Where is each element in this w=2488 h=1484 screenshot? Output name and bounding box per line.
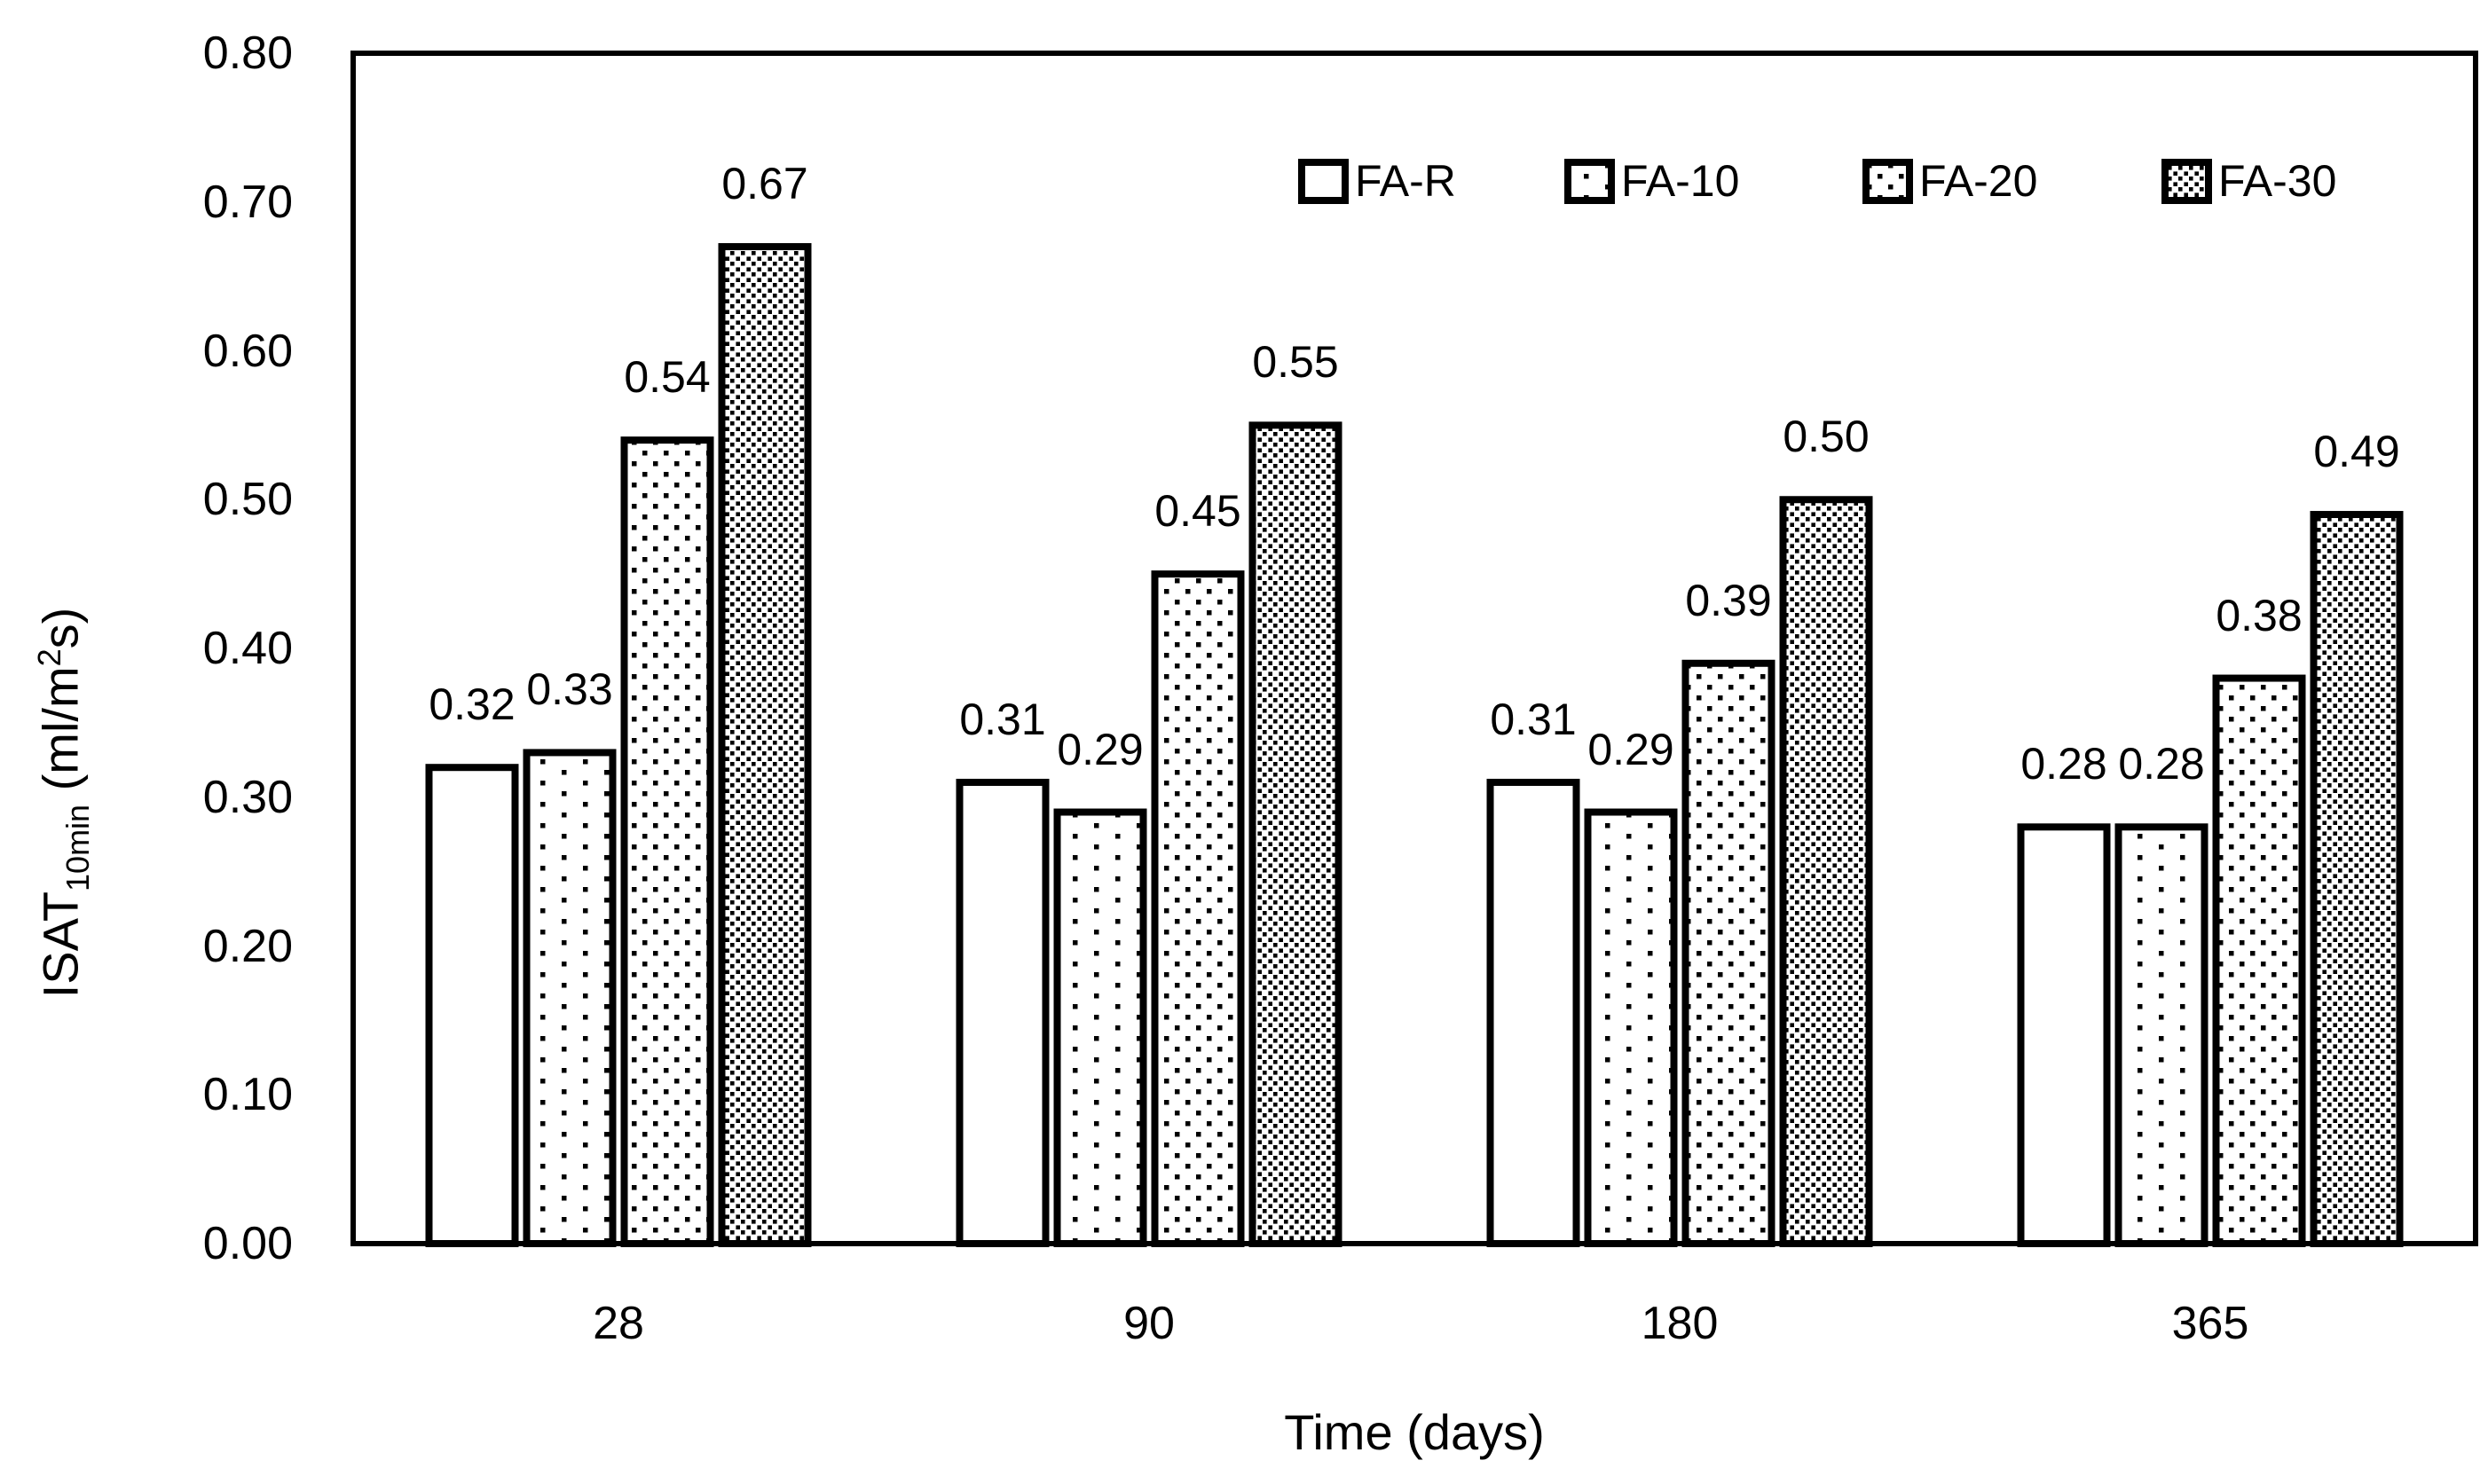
legend-label-FA-20: FA-20 <box>1919 156 2038 206</box>
bar-value-label: 0.31 <box>959 694 1046 744</box>
x-tick-label: 180 <box>1641 1298 1719 1349</box>
bar-FA-20-28 <box>620 436 714 1247</box>
bar-FA-10-180 <box>1584 808 1678 1248</box>
bar-value-label: 0.49 <box>2313 427 2400 477</box>
bar-FA-30-28 <box>718 243 812 1248</box>
legend-label-FA-R: FA-R <box>1355 156 1456 206</box>
y-tick-label: 0.50 <box>202 474 293 526</box>
x-tick-label: 90 <box>1123 1298 1175 1349</box>
x-tick-label: 28 <box>593 1298 644 1349</box>
bar-FA-R-365 <box>2017 823 2111 1247</box>
bar-value-label: 0.32 <box>429 679 516 730</box>
bar-value-label: 0.33 <box>526 664 613 715</box>
y-tick-label: 0.80 <box>202 27 293 79</box>
bar-FA-R-28 <box>425 764 519 1247</box>
bar-value-label: 0.39 <box>1685 575 1772 625</box>
legend-swatch-icon-FA-30 <box>2161 159 2212 204</box>
legend-swatch-icon-FA-10 <box>1564 159 1615 204</box>
y-tick-label: 0.00 <box>202 1218 293 1269</box>
y-tick-label: 0.30 <box>202 771 293 823</box>
x-axis-title: Time (days) <box>1284 1404 1545 1460</box>
bar-FA-10-365 <box>2114 823 2208 1247</box>
legend-label-FA-10: FA-10 <box>1621 156 1740 206</box>
bar-FA-30-365 <box>2310 511 2404 1247</box>
bar-value-label: 0.29 <box>1587 724 1674 774</box>
bar-value-label: 0.45 <box>1154 486 1241 537</box>
bar-FA-R-90 <box>956 778 1050 1247</box>
bar-value-label: 0.29 <box>1057 724 1144 774</box>
bar-FA-30-90 <box>1248 421 1342 1247</box>
bar-value-label: 0.31 <box>1490 694 1577 744</box>
y-tick-label: 0.10 <box>202 1069 293 1121</box>
bar-value-label: 0.67 <box>721 159 808 209</box>
bar-value-label: 0.55 <box>1252 337 1339 388</box>
legend-swatch-icon-FA-20 <box>1862 159 1913 204</box>
plot-border <box>350 51 2478 1246</box>
bar-FA-R-180 <box>1486 778 1580 1247</box>
bar-FA-20-180 <box>1681 659 1775 1247</box>
legend-swatch-icon-FA-R <box>1298 159 1349 204</box>
bar-FA-20-90 <box>1151 570 1245 1247</box>
y-tick-label: 0.60 <box>202 325 293 377</box>
bar-FA-30-180 <box>1779 496 1873 1247</box>
bar-FA-10-28 <box>523 749 617 1247</box>
bar-value-label: 0.28 <box>2118 739 2205 789</box>
y-tick-label: 0.40 <box>202 623 293 674</box>
x-tick-label: 365 <box>2171 1298 2249 1349</box>
bar-value-label: 0.28 <box>2020 739 2107 789</box>
legend-label-FA-30: FA-30 <box>2218 156 2337 206</box>
bar-value-label: 0.50 <box>1783 412 1870 462</box>
bar-value-label: 0.38 <box>2216 590 2303 640</box>
bar-FA-20-365 <box>2212 674 2306 1247</box>
y-tick-label: 0.20 <box>202 920 293 972</box>
bar-value-label: 0.54 <box>624 352 711 403</box>
y-tick-label: 0.70 <box>202 176 293 228</box>
bar-FA-10-90 <box>1053 808 1147 1248</box>
